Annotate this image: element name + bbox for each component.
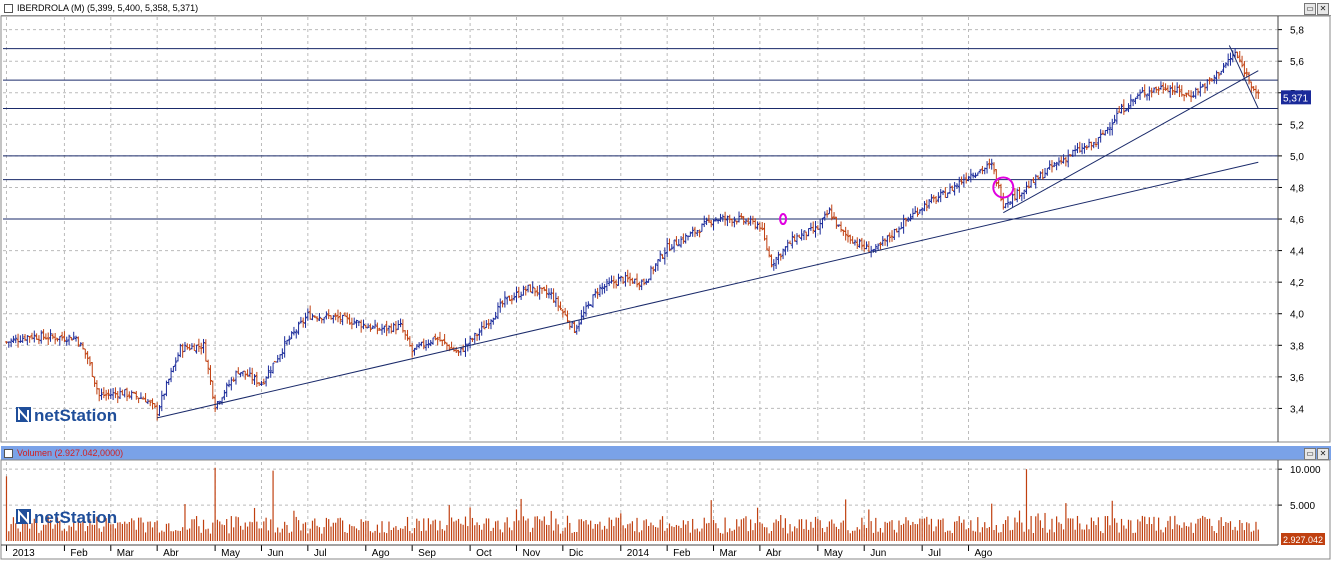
time-tick-label: May bbox=[824, 548, 843, 559]
panel-menu-icon[interactable] bbox=[4, 4, 13, 13]
price-tick-label: 5,6 bbox=[1290, 57, 1304, 68]
last-price-tag: 5,371 bbox=[1281, 90, 1311, 105]
volume-tick-label: 5.000 bbox=[1290, 501, 1315, 512]
volume-axis: 10.000 5.000 bbox=[1278, 465, 1321, 512]
price-panel-title: IBERDROLA (M) (5,399, 5,400, 5,358, 5,37… bbox=[17, 3, 199, 13]
volume-tick-label: 10.000 bbox=[1290, 465, 1321, 476]
trendline bbox=[157, 161, 1259, 419]
price-tick-label: 5,8 bbox=[1290, 26, 1304, 37]
time-tick-label: Mar bbox=[720, 548, 738, 559]
time-tick-label: Mar bbox=[117, 548, 135, 559]
trendlines bbox=[157, 45, 1259, 419]
ellipse-marker bbox=[779, 213, 788, 226]
price-tick-label: 5,2 bbox=[1290, 120, 1304, 131]
time-tick-label: Jun bbox=[267, 548, 283, 559]
time-tick-label: Jul bbox=[928, 548, 941, 559]
minimize-button[interactable]: ▭ bbox=[1304, 3, 1316, 15]
time-tick-label: Nov bbox=[522, 548, 540, 559]
time-tick-label: Oct bbox=[476, 548, 492, 559]
time-tick-label: Abr bbox=[163, 548, 179, 559]
price-tick-label: 4,2 bbox=[1290, 278, 1304, 289]
close-button[interactable]: ✕ bbox=[1317, 3, 1329, 15]
markers bbox=[779, 176, 1015, 226]
price-tick-label: 4,0 bbox=[1290, 310, 1304, 321]
last-volume-label: 2.927.042 bbox=[1283, 535, 1323, 545]
time-tick-label: Ago bbox=[975, 548, 993, 559]
price-axis: 3,43,63,84,04,24,44,64,85,05,25,45,65,8 bbox=[1278, 26, 1304, 415]
logo-text: netStation bbox=[34, 406, 117, 425]
price-tick-label: 3,8 bbox=[1290, 341, 1304, 352]
price-tick-label: 5,0 bbox=[1290, 152, 1304, 163]
price-tick-label: 4,4 bbox=[1290, 247, 1304, 258]
logo-text-volume: netStation bbox=[34, 508, 117, 527]
time-tick-label: Abr bbox=[766, 548, 782, 559]
time-tick-label: 2014 bbox=[627, 548, 650, 559]
time-axis: 2013 Feb Mar Abr May Jun Jul Ago Sep Oct Nov Dic 201… bbox=[5, 545, 993, 559]
trendline bbox=[1228, 45, 1259, 109]
time-tick-label: Jul bbox=[314, 548, 327, 559]
volume-panel-title-bar: Volumen (2.927.042,0000) ▭ ✕ bbox=[1, 446, 1331, 460]
price-bars bbox=[4, 48, 1260, 421]
volume-panel-title: Volumen (2.927.042,0000) bbox=[17, 448, 124, 458]
trendline bbox=[1003, 70, 1259, 214]
horizontal-levels bbox=[3, 48, 1278, 220]
time-tick-label: Dic bbox=[569, 548, 583, 559]
netstation-logo-volume: netStation bbox=[16, 508, 117, 527]
price-tick-label: 3,4 bbox=[1290, 404, 1304, 415]
netstation-logo: netStation bbox=[16, 406, 117, 425]
price-tick-label: 4,8 bbox=[1290, 183, 1304, 194]
time-tick-label: May bbox=[221, 548, 240, 559]
time-tick-label: Feb bbox=[70, 548, 88, 559]
price-tick-label: 3,6 bbox=[1290, 373, 1304, 384]
time-tick-label: Ago bbox=[372, 548, 390, 559]
time-tick-label: 2013 bbox=[12, 548, 35, 559]
last-volume-tag: 2.927.042 bbox=[1281, 533, 1325, 545]
time-tick-label: Jun bbox=[870, 548, 886, 559]
price-frame bbox=[0, 15, 1331, 443]
volume-bars bbox=[5, 467, 1259, 541]
volume-frame bbox=[0, 459, 1331, 560]
last-price-label: 5,371 bbox=[1283, 93, 1308, 104]
time-tick-label: Feb bbox=[673, 548, 691, 559]
circle-marker bbox=[992, 176, 1015, 199]
price-tick-label: 4,6 bbox=[1290, 215, 1304, 226]
volume-panel-menu-icon[interactable] bbox=[4, 449, 13, 458]
time-tick-label: Sep bbox=[418, 548, 436, 559]
